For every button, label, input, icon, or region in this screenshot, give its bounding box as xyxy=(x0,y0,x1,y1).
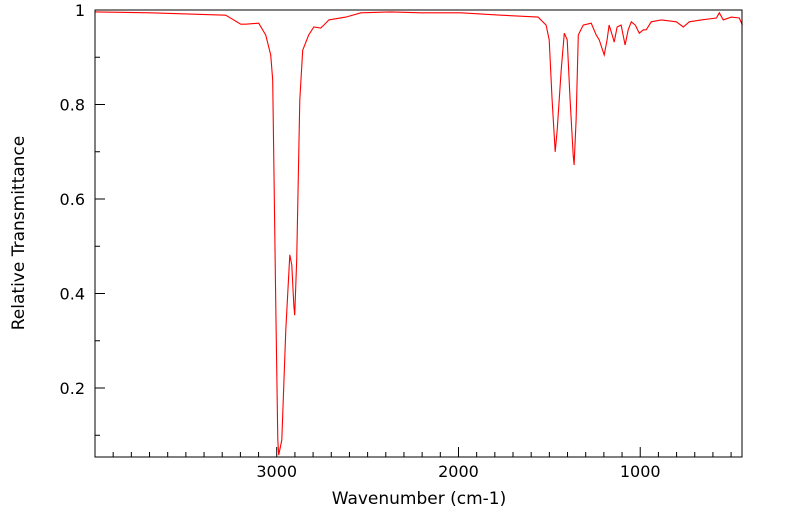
y-tick-label: 0.6 xyxy=(60,190,85,209)
spectrum-line xyxy=(95,11,743,456)
x-axis-title: Wavenumber (cm-1) xyxy=(332,489,507,509)
y-tick-label: 0.2 xyxy=(60,379,85,398)
y-tick-label: 0.8 xyxy=(60,96,85,115)
tick-labels: 3000 2000 1000 0.2 0.4 0.6 0.8 1 xyxy=(60,1,661,481)
x-tick-label: 1000 xyxy=(620,462,661,481)
y-tick-label: 1 xyxy=(75,1,85,20)
y-axis-title: Relative Transmittance xyxy=(9,136,29,331)
y-tick-label: 0.4 xyxy=(60,285,85,304)
plot-frame xyxy=(94,9,743,458)
x-tick-label: 2000 xyxy=(438,462,479,481)
axis-ticks xyxy=(94,9,732,457)
x-tick-label: 3000 xyxy=(256,462,297,481)
